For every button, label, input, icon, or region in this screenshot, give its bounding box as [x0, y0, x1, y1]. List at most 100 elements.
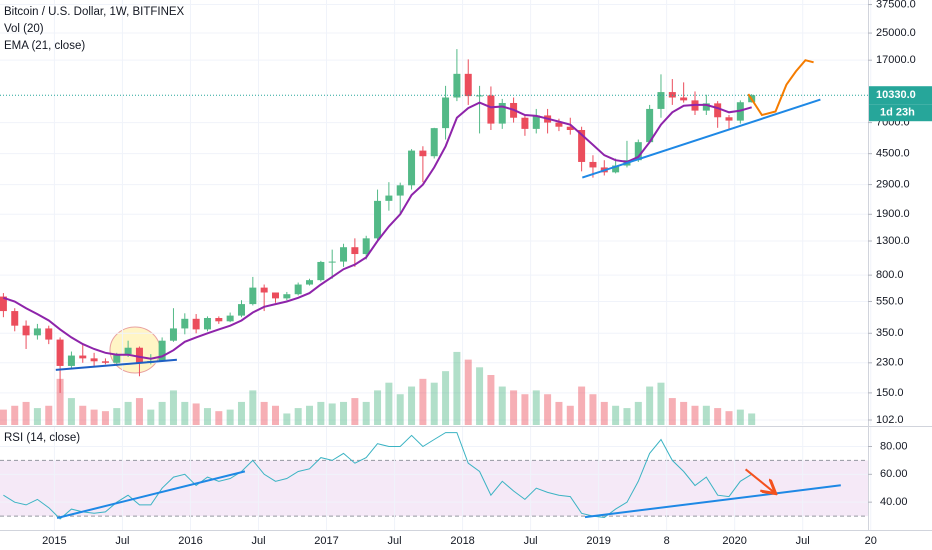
- candle-body: [283, 294, 291, 299]
- candle-body: [79, 355, 87, 359]
- candle-body: [442, 97, 450, 129]
- candle-body: [328, 261, 336, 263]
- candle-body: [90, 358, 98, 362]
- rsi-line: [3, 432, 752, 520]
- volume-bar: [521, 394, 529, 425]
- x-tick-label: 8: [664, 535, 670, 547]
- volume-bar: [135, 398, 143, 425]
- rsi-tick-label: 40.00: [880, 496, 908, 508]
- candle-body: [215, 317, 223, 322]
- y-tick-label: 17000.0: [876, 54, 916, 66]
- volume-bar: [45, 405, 53, 425]
- candle-body: [181, 318, 189, 329]
- volume-bar: [249, 390, 257, 425]
- x-tick-label: Jul: [796, 535, 810, 547]
- candle-body: [714, 103, 722, 118]
- y-tick-label: 7000.0: [876, 116, 910, 128]
- volume-bar: [294, 408, 302, 425]
- volume-bar: [600, 401, 608, 425]
- volume-bar: [396, 394, 404, 425]
- candle-body: [578, 129, 586, 162]
- candle-body: [294, 284, 302, 295]
- volume-bar: [226, 409, 234, 425]
- x-tick-label: 2017: [314, 535, 338, 547]
- y-tick-label: 1300.0: [876, 235, 910, 247]
- volume-bar: [113, 408, 121, 425]
- volume-bar: [419, 378, 427, 425]
- plot-layer: [0, 0, 872, 530]
- candle-body: [612, 165, 620, 173]
- ema-legend: EMA (21, close): [4, 40, 85, 52]
- volume-bar: [532, 390, 540, 425]
- candle-body: [464, 73, 472, 97]
- rsi-band-fill: [0, 460, 868, 517]
- countdown-box: [869, 104, 932, 122]
- candle-body: [487, 95, 495, 124]
- volume-bar: [657, 382, 665, 425]
- volume-bar: [634, 401, 642, 425]
- y-tick-label: 2900.0: [876, 178, 910, 190]
- candle-body: [521, 117, 529, 129]
- volume-bar: [510, 390, 518, 425]
- volume-bar: [691, 405, 699, 425]
- candle-body: [101, 361, 109, 363]
- volume-bar: [566, 405, 574, 425]
- volume-bar: [317, 401, 325, 425]
- y-tick-label: 230.0: [876, 357, 904, 369]
- volume-bar: [736, 409, 744, 425]
- last-price-label: 10330.0: [876, 89, 916, 101]
- x-tick-label: Jul: [388, 535, 402, 547]
- volume-bar: [464, 359, 472, 425]
- volume-bar: [101, 411, 109, 425]
- last-price-box: [869, 86, 932, 105]
- volume-bar: [748, 413, 756, 425]
- volume-bar: [680, 401, 688, 425]
- candle-body: [634, 142, 642, 161]
- volume-bar: [668, 398, 676, 425]
- ema-line: [3, 101, 752, 360]
- volume-bar: [374, 390, 382, 425]
- candle-body: [158, 340, 166, 362]
- volume-bar: [589, 394, 597, 425]
- volume-bar: [169, 390, 177, 425]
- title: Bitcoin / U.S. Dollar, 1W, BITFINEX: [4, 6, 185, 18]
- candle-body: [237, 304, 245, 316]
- candle-body: [566, 126, 574, 130]
- volume-bar: [476, 367, 484, 425]
- candle-body: [362, 238, 370, 255]
- candle-body: [589, 161, 597, 168]
- candle-body: [555, 122, 563, 127]
- volume-bar: [260, 401, 268, 425]
- x-tick-label: Jul: [251, 535, 265, 547]
- candle-body: [272, 292, 280, 299]
- volume-bar: [22, 401, 30, 425]
- trend-line: [55, 358, 177, 371]
- candle-body: [702, 103, 710, 111]
- volume-bar: [306, 405, 314, 425]
- volume-bar: [340, 401, 348, 425]
- candle-body: [385, 195, 393, 201]
- volume-bar: [442, 371, 450, 425]
- trend-line: [584, 484, 841, 519]
- countdown-label: 1d 23h: [880, 107, 915, 119]
- volume-bar: [283, 413, 291, 425]
- volume-bar: [725, 411, 733, 425]
- candle-body: [113, 354, 121, 363]
- volume-bar: [203, 408, 211, 425]
- x-tick-label: 2018: [450, 535, 474, 547]
- trend-line: [581, 98, 821, 179]
- volume-bar: [612, 405, 620, 425]
- volume-bar: [714, 408, 722, 425]
- candle-body: [11, 311, 19, 326]
- candle-body: [306, 280, 314, 285]
- candle-body: [67, 355, 75, 366]
- volume-bar: [351, 398, 359, 425]
- candle-body: [33, 328, 41, 336]
- volume-bar: [362, 401, 370, 425]
- candle-body: [192, 318, 200, 330]
- volume-bar: [11, 405, 19, 425]
- candle-body: [226, 315, 234, 322]
- y-tick-label: 102.0: [876, 414, 904, 426]
- volume-bar: [147, 409, 155, 425]
- candle-body: [646, 108, 654, 143]
